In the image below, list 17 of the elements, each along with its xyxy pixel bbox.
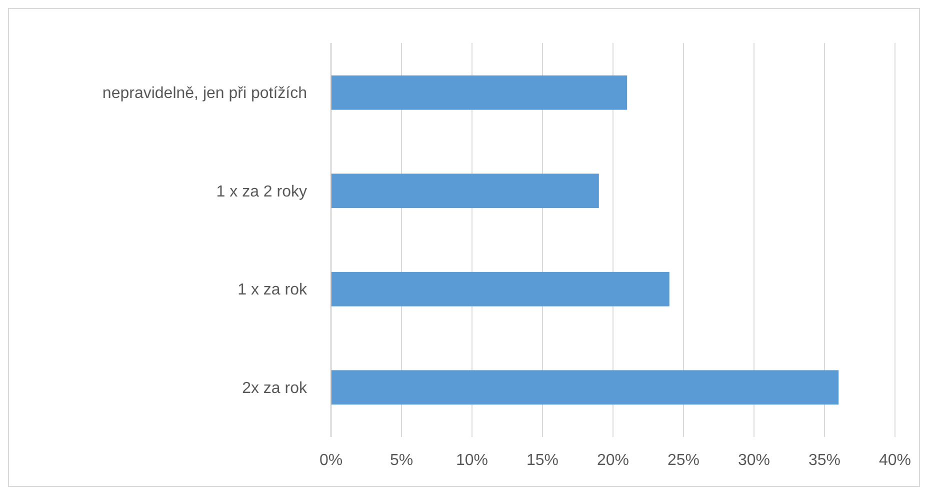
x-tick-label: 20% [596, 452, 630, 469]
bar [331, 370, 839, 405]
x-tick-label: 0% [319, 452, 343, 469]
x-tick-label: 25% [667, 452, 700, 469]
y-tick-label: nepravidelně, jen při potížích [102, 85, 307, 102]
y-tick-label: 2x za rok [242, 380, 308, 397]
bar [331, 75, 628, 110]
x-tick-label: 10% [456, 452, 488, 469]
x-tick-label: 40% [878, 452, 912, 469]
y-tick-label: 1 x za 2 roky [216, 183, 307, 200]
bar [331, 272, 670, 306]
x-tick-label: 5% [390, 452, 414, 469]
x-tick-label: 15% [526, 452, 559, 469]
bar [331, 174, 599, 208]
y-tick-label: 1 x za rok [238, 282, 308, 299]
x-tick-label: 30% [738, 452, 770, 469]
x-tick-label: 35% [808, 452, 841, 469]
